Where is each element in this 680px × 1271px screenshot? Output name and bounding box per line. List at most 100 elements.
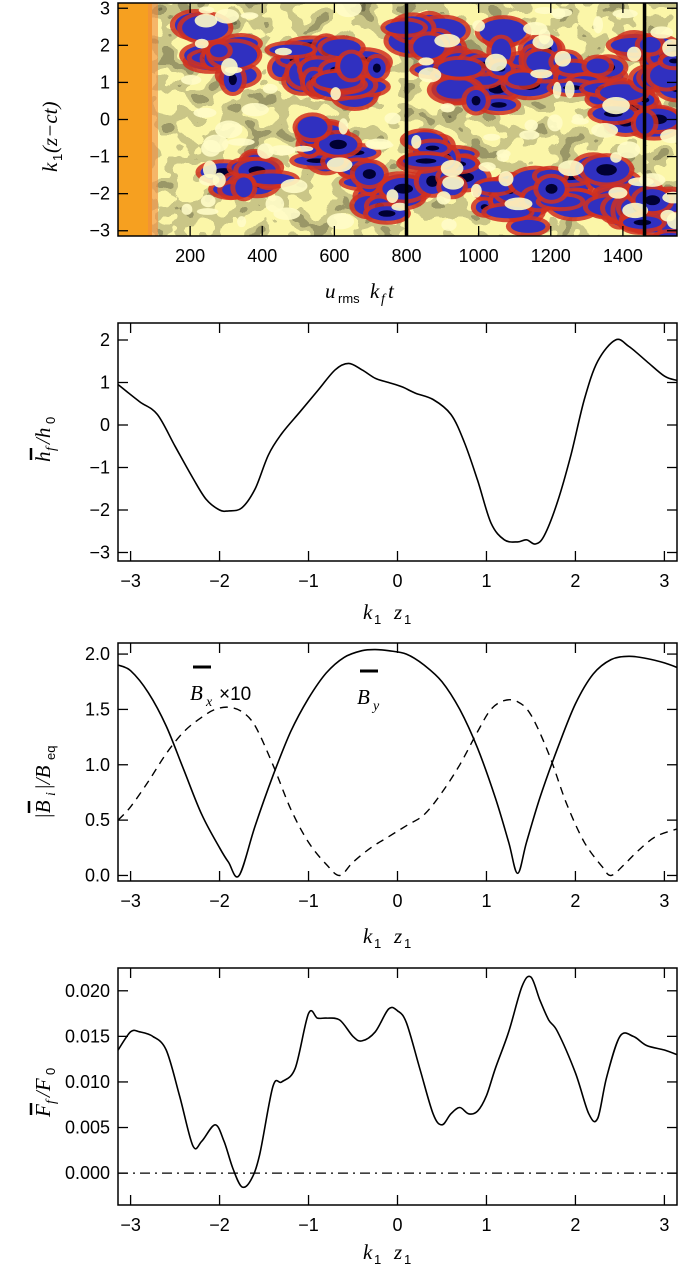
svg-text:1: 1 [374, 936, 381, 951]
y-tick-label: 1.0 [85, 755, 110, 775]
y-tick-label: 3 [100, 0, 110, 18]
svg-text:i: i [44, 792, 59, 796]
heatmap-highlight [552, 81, 562, 99]
svg-text:1: 1 [404, 1252, 411, 1267]
heatmap-panel: 200 400 600 800 1000 1200 1400 −3 −2 −1 0 1 2 3 [89, 0, 678, 266]
heatmap-blob [210, 44, 228, 58]
heatmap-highlight [617, 141, 641, 159]
x-tick-label: 3 [659, 1215, 669, 1235]
svg-text:0: 0 [43, 1068, 58, 1075]
x-tick-label: −3 [120, 571, 141, 591]
heatmap-highlight [384, 112, 401, 125]
x-tick-label: 1 [481, 891, 491, 911]
x-tick-label: 400 [247, 246, 277, 266]
y-tick-label: 1.5 [85, 699, 110, 719]
x-tick-label: 1200 [531, 246, 571, 266]
x-tick-label: −2 [209, 891, 230, 911]
heatmap-blob-core [362, 169, 376, 180]
heatmap-highlight [441, 218, 457, 231]
y-tick-label: 2.0 [85, 644, 110, 664]
heatmap-highlight [227, 138, 255, 146]
heatmap-highlight [386, 189, 399, 204]
heatmap-blob-core [633, 219, 652, 226]
heatmap-highlight [483, 133, 501, 141]
heatmap-highlight [330, 87, 341, 101]
heatmap-highlight [241, 102, 269, 117]
heatmap-highlight [274, 47, 292, 56]
heatmap-highlight [335, 3, 362, 18]
helicity-panel: −3 −2 −1 0 1 2 3 −3 −2 −1 0 1 2 [89, 322, 678, 591]
bx-annotation: B x ×10 [190, 665, 251, 710]
helicity-axes: −3 −2 −1 0 1 2 3 −3 −2 −1 0 1 2 [89, 322, 678, 591]
heatmap-highlight [440, 159, 464, 177]
heatmap-highlight [293, 145, 314, 152]
heatmap-highlight [391, 202, 409, 211]
heatmap-highlight [240, 12, 259, 19]
heatmap-early-fringe [148, 3, 158, 236]
heatmap-highlight [418, 57, 434, 66]
heatmap-highlight [365, 138, 392, 150]
y-tick-label: 0 [100, 110, 110, 130]
heatmap-highlight [440, 103, 455, 113]
y-tick-label: 1 [100, 72, 110, 92]
x-tick-label: −1 [298, 1215, 319, 1235]
heatmap-highlight [498, 171, 514, 187]
helicity-line [118, 338, 677, 545]
heatmap-highlight [627, 46, 642, 62]
svg-text:f: f [44, 445, 59, 451]
by-annotation: B y [357, 669, 380, 714]
y-tick-label: −1 [89, 147, 110, 167]
y-tick-label: 0.010 [65, 1072, 110, 1092]
heatmap-highlight [497, 153, 510, 162]
x-tick-label: 3 [659, 571, 669, 591]
svg-text:t: t [388, 279, 395, 303]
heatmap-highlight [214, 8, 240, 24]
heatmap-blob [507, 72, 538, 86]
svg-text:k: k [370, 279, 380, 303]
svg-text:1: 1 [374, 612, 381, 627]
x-tick-label: 0 [392, 891, 402, 911]
y-tick-label: 0.0 [85, 865, 110, 885]
plot-frame [117, 967, 678, 1206]
svg-text:eq: eq [43, 746, 58, 760]
heatmap-ylabel: k1 (z−ct) [38, 102, 65, 173]
heatmap-highlight [519, 130, 540, 140]
heatmap-highlight [201, 139, 221, 157]
plot-frame [117, 322, 678, 562]
heatmap-blob-core [378, 210, 396, 217]
x-tick-label: 800 [391, 246, 421, 266]
heatmap-blob-core [228, 73, 237, 86]
heatmap-blob-core [596, 164, 617, 176]
heatmap-highlight [215, 120, 243, 139]
heatmap-highlight [280, 178, 308, 194]
heatmap-blob [437, 59, 482, 77]
x-tick-label: −3 [120, 1215, 141, 1235]
y-tick-label: −2 [89, 184, 110, 204]
heatmap-axes: 200 400 600 800 1000 1200 1400 −3 −2 −1 0 1 2 3 [89, 0, 678, 266]
heatmap-highlight [564, 80, 575, 99]
flux-panel: −3 −2 −1 0 1 2 3 0.000 0.005 0.010 0.015 0.020 [65, 967, 678, 1235]
svg-text:B: B [190, 681, 203, 705]
heatmap-highlight [326, 157, 353, 173]
svg-text:/h: /h [31, 428, 55, 445]
heatmap-highlight [198, 174, 220, 186]
heatmap-blob-core [545, 183, 558, 194]
heatmap-highlight [660, 209, 676, 222]
y-tick-label: −1 [89, 458, 110, 478]
heatmap-blob-core [491, 102, 507, 108]
x-tick-label: 1 [481, 1215, 491, 1235]
y-tick-label: 0.015 [65, 1026, 110, 1046]
svg-text:y: y [371, 699, 380, 714]
heatmap-blob-core [329, 139, 347, 150]
heatmap-highlight [608, 187, 628, 199]
svg-text:k: k [363, 1240, 373, 1264]
heatmap-highlight [660, 129, 677, 144]
heatmap-highlight [181, 203, 193, 215]
heatmap-highlight [196, 208, 219, 215]
y-tick-label: 0.020 [65, 981, 110, 1001]
svg-text:×10: ×10 [219, 684, 251, 705]
heatmap-highlight [571, 118, 589, 125]
x-tick-label: −3 [120, 891, 141, 911]
x-tick-label: 3 [659, 891, 669, 911]
heatmap-highlight [650, 26, 674, 39]
